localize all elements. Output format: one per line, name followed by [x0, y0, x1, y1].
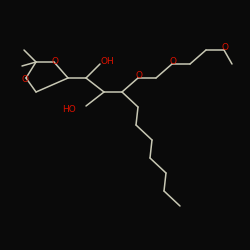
Text: O: O	[222, 44, 228, 52]
Text: O: O	[170, 58, 176, 66]
Text: HO: HO	[62, 104, 76, 114]
Text: O: O	[52, 56, 59, 66]
Text: OH: OH	[100, 58, 114, 66]
Text: O: O	[136, 72, 142, 80]
Text: O: O	[22, 74, 29, 84]
